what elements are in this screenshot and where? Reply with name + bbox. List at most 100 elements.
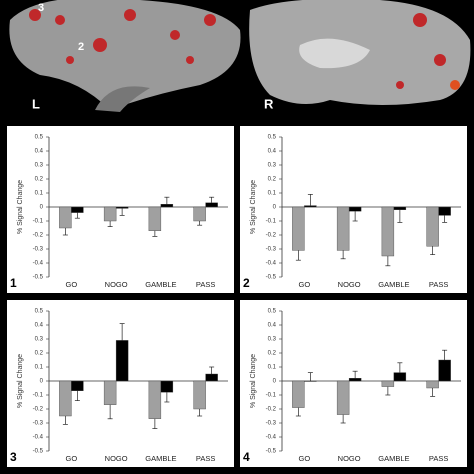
bar bbox=[71, 380, 84, 392]
chart-panel: 0.5 0.4 0.3 0.2 0.1 0 -0.1 -0.2 -0.3 -0.4 -0.5 % Si… bbox=[7, 300, 234, 467]
y-tick-label: 0.3 bbox=[268, 337, 277, 343]
y-tick-label: -0.1 bbox=[266, 393, 277, 399]
y-tick-label: -0.2 bbox=[33, 407, 44, 413]
bar bbox=[304, 380, 317, 382]
y-tick-label: 0 bbox=[40, 205, 44, 211]
bar bbox=[348, 378, 362, 382]
bar bbox=[115, 206, 129, 209]
y-tick-label: -0.5 bbox=[266, 275, 277, 281]
y-tick-label: -0.3 bbox=[33, 247, 44, 253]
y-tick-label: 0 bbox=[273, 205, 277, 211]
bar bbox=[438, 206, 451, 216]
y-tick-label: -0.2 bbox=[266, 407, 277, 413]
y-tick-label: 0.1 bbox=[35, 365, 44, 371]
bar bbox=[148, 380, 162, 419]
y-tick-label: 0 bbox=[273, 379, 277, 385]
y-tick-label: -0.2 bbox=[266, 233, 277, 239]
y-tick-label: -0.2 bbox=[33, 233, 44, 239]
bar bbox=[426, 206, 439, 247]
bar bbox=[115, 340, 129, 382]
bar bbox=[193, 206, 206, 222]
y-axis-label: % Signal Change bbox=[250, 354, 257, 408]
bar bbox=[160, 380, 174, 393]
y-tick-label: -0.5 bbox=[266, 449, 277, 455]
bar bbox=[426, 380, 439, 389]
y-tick-label: 0.5 bbox=[268, 135, 277, 141]
bar bbox=[292, 380, 305, 408]
bar bbox=[381, 380, 395, 387]
bar bbox=[393, 372, 407, 382]
brain-right bbox=[249, 0, 471, 105]
y-tick-label: -0.3 bbox=[266, 421, 277, 427]
x-tick-label: GO bbox=[299, 454, 311, 463]
chart-panel: 0.5 0.4 0.3 0.2 0.1 0 -0.1 -0.2 -0.3 -0.4 -0.5 % Si… bbox=[7, 126, 234, 293]
x-tick-label: NOGO bbox=[338, 280, 361, 289]
x-tick-label: GAMBLE bbox=[145, 454, 176, 463]
y-tick-label: 0.4 bbox=[35, 149, 44, 155]
y-tick-label: -0.4 bbox=[33, 261, 44, 267]
y-tick-label: 0.1 bbox=[35, 191, 44, 197]
y-tick-label: -0.5 bbox=[33, 449, 44, 455]
bar bbox=[205, 373, 218, 382]
bar bbox=[59, 206, 72, 229]
y-tick-label: 0.5 bbox=[35, 309, 44, 315]
y-axis-label: % Signal Change bbox=[17, 354, 24, 408]
y-tick-label: 0.3 bbox=[35, 163, 44, 169]
x-tick-label: GO bbox=[66, 280, 78, 289]
y-tick-label: -0.3 bbox=[33, 421, 44, 427]
x-tick-label: GAMBLE bbox=[378, 280, 409, 289]
chart-panel: 0.5 0.4 0.3 0.2 0.1 0 -0.1 -0.2 -0.3 -0.4 -0.5 % Si… bbox=[240, 126, 467, 293]
y-tick-label: 0.3 bbox=[35, 337, 44, 343]
bar bbox=[160, 203, 174, 208]
y-tick-label: -0.3 bbox=[266, 247, 277, 253]
panel-number: 3 bbox=[10, 450, 17, 464]
brain-left bbox=[9, 0, 241, 112]
bar bbox=[381, 206, 395, 257]
x-tick-label: GAMBLE bbox=[145, 280, 176, 289]
hemisphere-label: L bbox=[32, 96, 40, 111]
y-tick-label: 0.4 bbox=[268, 149, 277, 155]
y-axis-label: % Signal Change bbox=[17, 180, 24, 234]
y-tick-label: -0.4 bbox=[266, 435, 277, 441]
bar bbox=[71, 206, 84, 213]
y-tick-label: 0.2 bbox=[35, 177, 44, 183]
bar bbox=[336, 380, 350, 415]
y-axis-label: % Signal Change bbox=[250, 180, 257, 234]
bar bbox=[438, 359, 451, 382]
y-tick-label: 0.5 bbox=[268, 309, 277, 315]
bar bbox=[148, 206, 162, 231]
bar bbox=[393, 206, 407, 210]
bar bbox=[336, 206, 350, 251]
y-tick-label: -0.1 bbox=[33, 393, 44, 399]
y-tick-label: 0.2 bbox=[35, 351, 44, 357]
hemisphere-label: R bbox=[264, 96, 274, 111]
y-tick-label: 0.2 bbox=[268, 177, 277, 183]
panel-number: 2 bbox=[243, 276, 250, 290]
y-tick-label: 0.3 bbox=[268, 163, 277, 169]
x-tick-label: PASS bbox=[196, 454, 215, 463]
x-tick-label: PASS bbox=[196, 280, 215, 289]
x-tick-label: GAMBLE bbox=[378, 454, 409, 463]
x-tick-label: PASS bbox=[429, 454, 448, 463]
bar bbox=[292, 206, 305, 251]
y-tick-label: -0.5 bbox=[33, 275, 44, 281]
brain-label: 2 bbox=[78, 41, 84, 53]
panel-number: 4 bbox=[243, 450, 250, 464]
y-tick-label: 0.2 bbox=[268, 351, 277, 357]
x-tick-label: NOGO bbox=[338, 454, 361, 463]
x-tick-label: NOGO bbox=[105, 280, 128, 289]
y-tick-label: -0.4 bbox=[266, 261, 277, 267]
x-tick-label: GO bbox=[66, 454, 78, 463]
y-tick-label: 0.4 bbox=[35, 323, 44, 329]
y-tick-label: 0.4 bbox=[268, 323, 277, 329]
bar bbox=[103, 206, 117, 222]
bar bbox=[304, 205, 317, 208]
bar bbox=[348, 206, 362, 212]
x-tick-label: GO bbox=[299, 280, 311, 289]
bar bbox=[59, 380, 72, 417]
bar bbox=[103, 380, 117, 405]
y-tick-label: 0.5 bbox=[35, 135, 44, 141]
y-tick-label: 0 bbox=[40, 379, 44, 385]
y-tick-label: 0.1 bbox=[268, 191, 277, 197]
